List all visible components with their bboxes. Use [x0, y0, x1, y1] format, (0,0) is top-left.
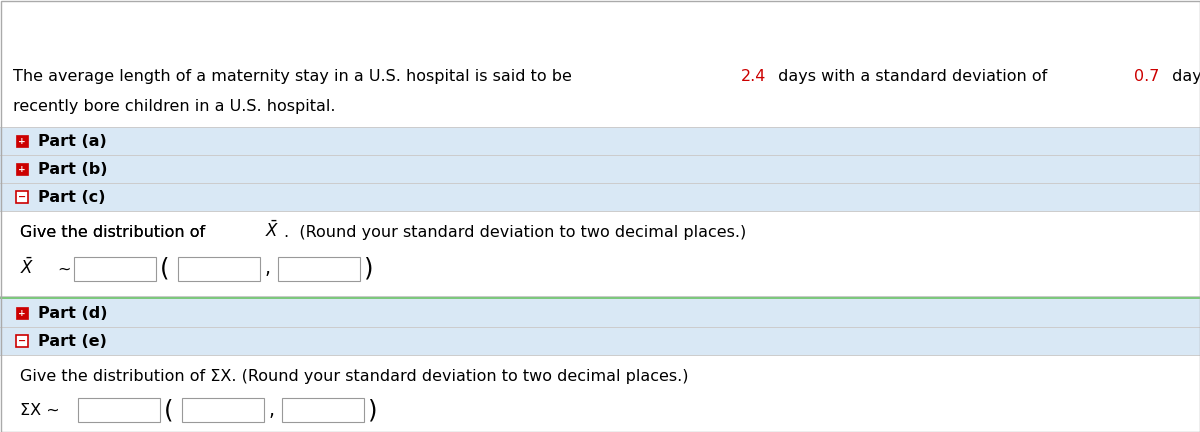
Text: Part (b): Part (b) [38, 162, 108, 177]
Text: Part (d): Part (d) [38, 305, 108, 321]
FancyBboxPatch shape [16, 335, 28, 347]
FancyBboxPatch shape [0, 55, 1200, 127]
FancyBboxPatch shape [16, 307, 28, 319]
Text: $\bar{X}$: $\bar{X}$ [265, 221, 280, 241]
Text: Give the distribution of: Give the distribution of [20, 225, 210, 240]
FancyBboxPatch shape [0, 155, 1200, 183]
FancyBboxPatch shape [0, 355, 1200, 432]
FancyBboxPatch shape [0, 211, 1200, 296]
Text: $\bar{X}$: $\bar{X}$ [20, 257, 35, 278]
FancyBboxPatch shape [182, 398, 264, 422]
Text: days. We randomly survey 80 women who: days. We randomly survey 80 women who [1166, 69, 1200, 84]
Text: 0.7: 0.7 [1134, 69, 1159, 84]
Text: −: − [18, 336, 26, 346]
FancyBboxPatch shape [16, 191, 28, 203]
FancyBboxPatch shape [16, 163, 28, 175]
Text: ~: ~ [58, 261, 71, 276]
Text: Part (c): Part (c) [38, 190, 106, 204]
FancyBboxPatch shape [282, 398, 364, 422]
Text: (: ( [160, 257, 169, 281]
Text: +: + [18, 308, 26, 318]
Text: −: − [18, 192, 26, 202]
Text: ΣX ~: ΣX ~ [20, 403, 60, 418]
FancyBboxPatch shape [0, 127, 1200, 155]
FancyBboxPatch shape [0, 299, 1200, 327]
Text: 2.4: 2.4 [740, 69, 766, 84]
FancyBboxPatch shape [78, 398, 160, 422]
Text: Give the distribution of: Give the distribution of [20, 225, 210, 240]
FancyBboxPatch shape [178, 257, 260, 281]
FancyBboxPatch shape [0, 327, 1200, 355]
Text: days with a standard deviation of: days with a standard deviation of [774, 69, 1052, 84]
Text: recently bore children in a U.S. hospital.: recently bore children in a U.S. hospita… [13, 99, 336, 114]
Text: ,: , [264, 259, 270, 278]
Text: Part (e): Part (e) [38, 334, 107, 349]
Text: (: ( [164, 398, 174, 422]
FancyBboxPatch shape [16, 135, 28, 147]
Text: Part (a): Part (a) [38, 133, 107, 149]
Text: ): ) [368, 398, 378, 422]
Text: Give the distribution of ΣX. (Round your standard deviation to two decimal place: Give the distribution of ΣX. (Round your… [20, 369, 689, 384]
Text: +: + [18, 165, 26, 174]
FancyBboxPatch shape [74, 257, 156, 281]
Text: ,: , [268, 401, 274, 420]
FancyBboxPatch shape [0, 296, 1200, 299]
FancyBboxPatch shape [278, 257, 360, 281]
FancyBboxPatch shape [0, 183, 1200, 211]
Text: The average length of a maternity stay in a U.S. hospital is said to be: The average length of a maternity stay i… [13, 69, 577, 84]
Text: .  (Round your standard deviation to two decimal places.): . (Round your standard deviation to two … [284, 225, 746, 240]
Text: +: + [18, 137, 26, 146]
Text: ): ) [364, 257, 373, 281]
